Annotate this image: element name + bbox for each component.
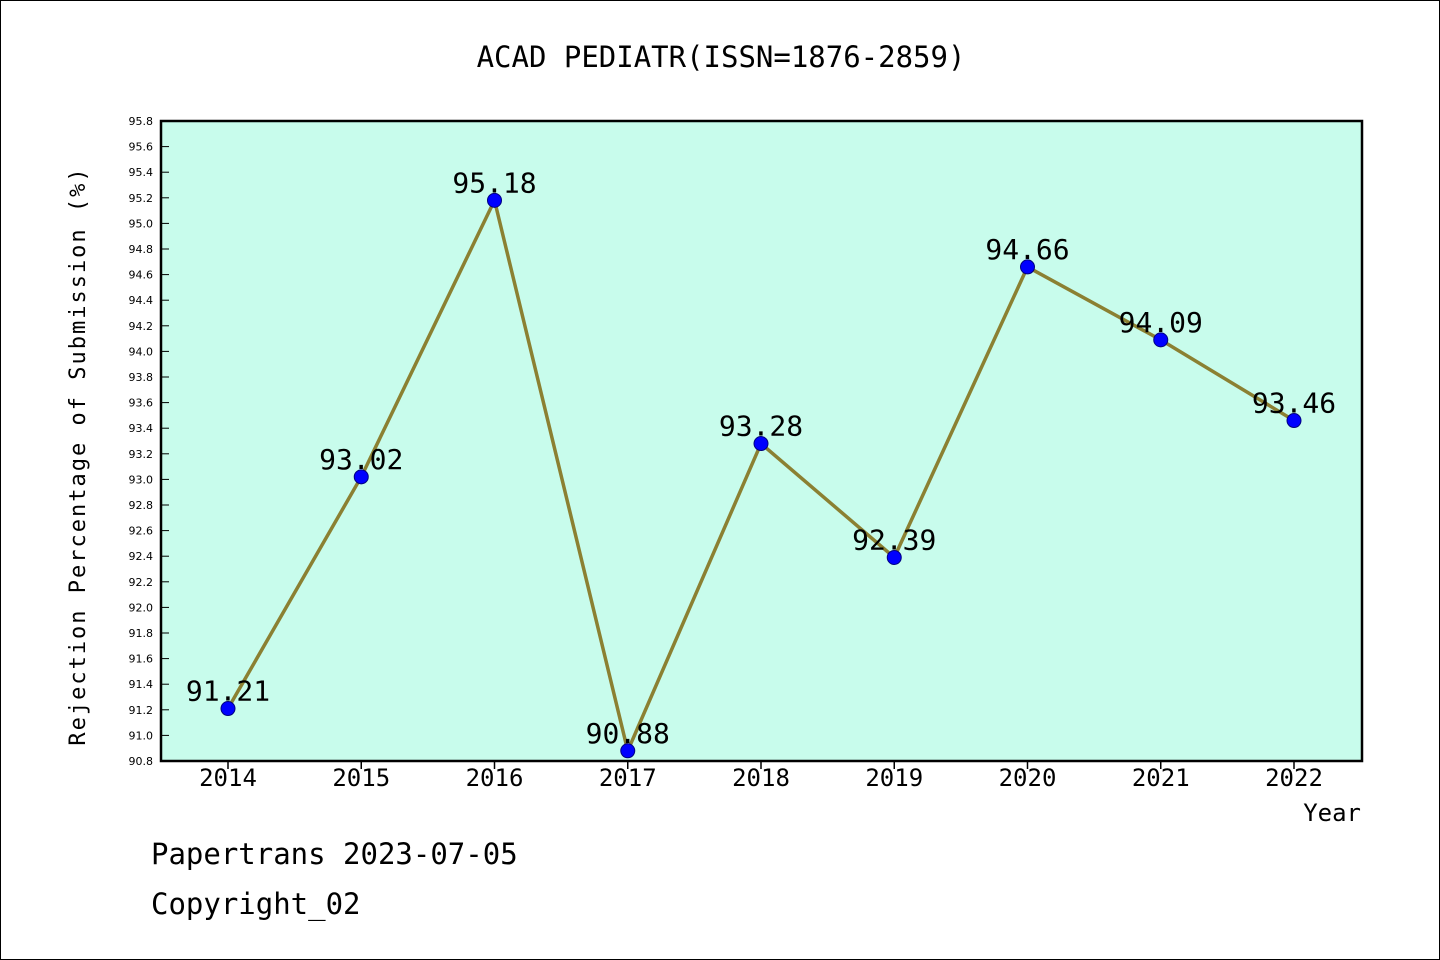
x-axis-label: Year	[1303, 799, 1361, 827]
y-tick-label: 91.2	[129, 704, 154, 717]
y-tick-label: 94.2	[129, 320, 154, 333]
y-tick-label: 92.8	[129, 499, 154, 512]
y-tick-label: 90.8	[129, 755, 154, 768]
data-point-marker	[1153, 332, 1169, 348]
x-tick-label: 2021	[1132, 764, 1190, 792]
data-labels-group: 91.21 93.02 95.18 90.88 93.28 92.39 94.66 94.09…	[186, 166, 1336, 749]
y-tick-label: 94.6	[129, 269, 154, 282]
x-tick-label: 2022	[1265, 764, 1323, 792]
data-point-marker	[1286, 413, 1302, 429]
x-tick-label: 2018	[732, 764, 790, 792]
y-axis: 90.8 91.0 91.2 91.4 91.6 91.8 92.0 92.2 92.4 92.6…	[129, 115, 169, 768]
data-label: 94.09	[1119, 306, 1203, 339]
y-tick-label: 92.6	[129, 525, 154, 538]
x-axis: 2014 2015 2016 2017 2018 2019 2020 2021 2022	[199, 761, 1323, 792]
y-tick-label: 93.0	[129, 473, 154, 486]
data-label: 95.18	[452, 166, 536, 199]
y-tick-label: 95.4	[129, 166, 154, 179]
x-tick-label: 2015	[332, 764, 390, 792]
data-label: 91.21	[186, 675, 270, 708]
y-tick-label: 92.4	[129, 550, 154, 563]
y-tick-label: 95.2	[129, 192, 154, 205]
data-point-marker	[753, 436, 769, 452]
y-tick-label: 91.8	[129, 627, 154, 640]
y-tick-label: 94.0	[129, 345, 154, 358]
y-tick-label: 95.6	[129, 141, 154, 154]
x-tick-label: 2014	[199, 764, 257, 792]
y-tick-label: 92.2	[129, 576, 154, 589]
y-tick-label: 94.4	[129, 294, 154, 307]
data-label: 92.39	[852, 523, 936, 556]
y-tick-label: 93.2	[129, 448, 154, 461]
data-label: 94.66	[985, 233, 1069, 266]
x-tick-label: 2020	[999, 764, 1057, 792]
footer-source: Papertrans 2023-07-05	[151, 837, 518, 871]
data-label: 93.02	[319, 443, 403, 476]
data-point-marker	[1020, 259, 1035, 275]
y-tick-label: 91.4	[129, 678, 154, 691]
data-point-marker	[220, 701, 236, 717]
y-tick-label: 95.8	[129, 115, 154, 128]
x-tick-label: 2016	[466, 764, 524, 792]
chart-title: ACAD PEDIATR(ISSN=1876-2859)	[477, 40, 966, 74]
data-label: 90.88	[586, 717, 670, 750]
data-point-marker	[886, 549, 902, 565]
y-tick-label: 93.4	[129, 422, 154, 435]
y-tick-label: 95.0	[129, 217, 154, 230]
y-tick-label: 93.6	[129, 397, 154, 410]
footer-copyright: Copyright_02	[151, 887, 361, 921]
data-point-marker	[620, 743, 636, 759]
y-tick-label: 91.6	[129, 653, 154, 666]
x-tick-label: 2017	[599, 764, 657, 792]
data-label: 93.46	[1252, 387, 1336, 420]
y-tick-label: 92.0	[129, 601, 154, 614]
markers-group	[220, 192, 1302, 759]
data-point-marker	[487, 192, 502, 208]
y-tick-label: 93.8	[129, 371, 154, 384]
data-label: 93.28	[719, 410, 803, 443]
x-tick-label: 2019	[865, 764, 923, 792]
y-axis-label: Rejection Percentage of Submission (%)	[66, 166, 91, 745]
y-tick-label: 91.0	[129, 729, 154, 742]
y-tick-label: 94.8	[129, 243, 154, 256]
data-point-marker	[353, 469, 369, 485]
